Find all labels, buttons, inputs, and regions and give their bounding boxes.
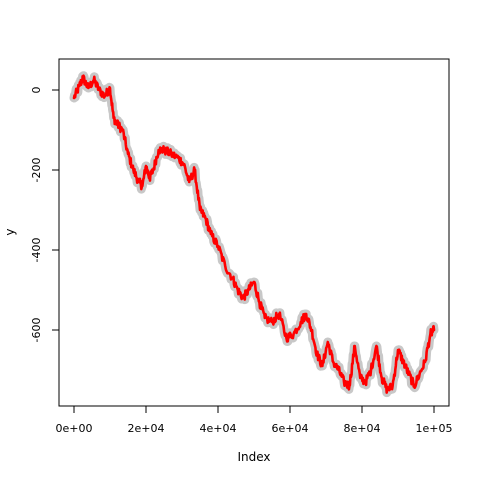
x-tick-label: 2e+04 [128,422,165,435]
x-tick-label: 0e+00 [56,422,93,435]
y-tick-label: -400 [30,238,43,263]
y-tick-label: -600 [30,318,43,343]
x-axis: 0e+00 2e+04 4e+04 6e+04 8e+04 1e+05 [56,405,453,435]
x-tick-label: 1e+05 [416,422,453,435]
x-axis-label: Index [237,450,270,464]
y-tick-label: 0 [30,87,43,94]
x-tick-label: 6e+04 [272,422,309,435]
y-axis: 0 -200 -400 -600 [30,87,60,343]
series-line [72,74,436,394]
series-layer [69,71,439,398]
x-tick-label: 4e+04 [200,422,237,435]
y-axis-label: y [3,228,17,235]
y-tick-label: -200 [30,158,43,183]
x-tick-label: 8e+04 [344,422,381,435]
series-band [69,71,439,398]
